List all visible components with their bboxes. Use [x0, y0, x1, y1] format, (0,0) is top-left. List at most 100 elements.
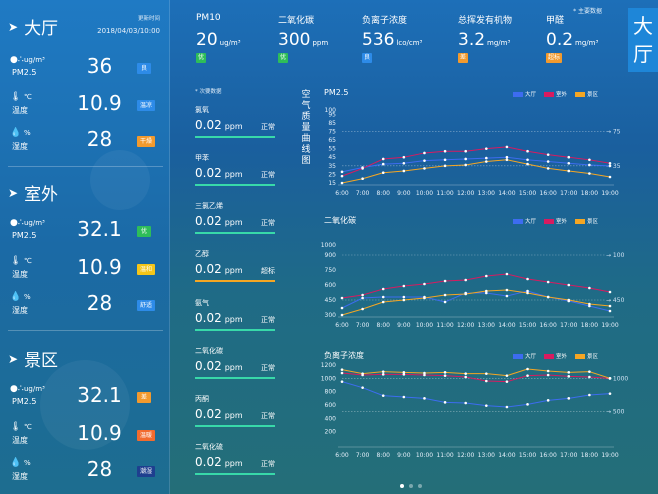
- data-point[interactable]: [402, 155, 406, 159]
- page-dot[interactable]: [418, 484, 422, 488]
- data-point[interactable]: [588, 286, 591, 290]
- data-point[interactable]: [443, 149, 447, 153]
- data-point[interactable]: [567, 155, 571, 159]
- data-point[interactable]: [567, 283, 571, 287]
- data-point[interactable]: [588, 172, 591, 175]
- data-point[interactable]: [608, 175, 612, 179]
- data-point[interactable]: [340, 181, 344, 185]
- data-point[interactable]: [381, 370, 385, 373]
- data-point[interactable]: [423, 167, 426, 170]
- data-point[interactable]: [443, 164, 447, 168]
- data-point[interactable]: [402, 371, 406, 374]
- data-point[interactable]: [546, 153, 550, 156]
- data-point[interactable]: [340, 174, 344, 178]
- data-point[interactable]: [381, 171, 385, 174]
- data-point[interactable]: [361, 307, 364, 311]
- data-point[interactable]: [381, 300, 385, 304]
- data-point[interactable]: [505, 294, 509, 298]
- data-point[interactable]: [485, 160, 488, 163]
- data-point[interactable]: [340, 368, 344, 371]
- data-point[interactable]: [567, 161, 571, 165]
- data-point[interactable]: [546, 167, 550, 170]
- data-point[interactable]: [361, 386, 364, 389]
- data-point[interactable]: [526, 374, 529, 377]
- data-point[interactable]: [402, 373, 406, 376]
- data-point[interactable]: [423, 371, 426, 375]
- data-point[interactable]: [526, 289, 529, 293]
- data-point[interactable]: [485, 372, 488, 375]
- data-point[interactable]: [505, 380, 509, 383]
- data-point[interactable]: [340, 296, 344, 300]
- data-point[interactable]: [608, 161, 612, 165]
- data-point[interactable]: [340, 313, 344, 317]
- data-point[interactable]: [423, 282, 426, 286]
- data-point[interactable]: [588, 370, 591, 373]
- data-point[interactable]: [526, 277, 529, 281]
- data-point[interactable]: [423, 296, 426, 300]
- data-point[interactable]: [505, 158, 509, 162]
- page-dot[interactable]: [409, 484, 413, 488]
- data-point[interactable]: [608, 309, 612, 313]
- data-point[interactable]: [505, 288, 509, 292]
- data-point[interactable]: [443, 401, 447, 404]
- data-point[interactable]: [485, 156, 488, 160]
- data-point[interactable]: [608, 304, 612, 308]
- data-point[interactable]: [608, 377, 612, 380]
- data-point[interactable]: [588, 158, 591, 162]
- data-point[interactable]: [505, 272, 509, 276]
- data-point[interactable]: [588, 304, 591, 308]
- data-point[interactable]: [361, 296, 364, 300]
- data-point[interactable]: [526, 291, 529, 295]
- data-point[interactable]: [485, 404, 488, 407]
- data-point[interactable]: [485, 289, 488, 293]
- data-point[interactable]: [485, 147, 488, 150]
- data-point[interactable]: [443, 371, 447, 374]
- data-point[interactable]: [546, 280, 550, 284]
- data-point[interactable]: [340, 371, 344, 375]
- data-point[interactable]: [485, 291, 488, 295]
- data-point[interactable]: [567, 375, 571, 378]
- data-point[interactable]: [546, 295, 550, 299]
- data-point[interactable]: [402, 284, 406, 288]
- data-point[interactable]: [464, 157, 467, 161]
- data-point[interactable]: [526, 367, 529, 371]
- data-point[interactable]: [423, 397, 426, 400]
- data-point[interactable]: [423, 373, 426, 377]
- data-point[interactable]: [588, 393, 591, 397]
- data-point[interactable]: [546, 369, 550, 373]
- data-point[interactable]: [505, 155, 509, 159]
- data-point[interactable]: [423, 159, 426, 162]
- data-point[interactable]: [526, 149, 529, 153]
- data-point[interactable]: [505, 405, 509, 409]
- data-point[interactable]: [546, 160, 550, 163]
- data-point[interactable]: [423, 151, 426, 155]
- data-point[interactable]: [381, 394, 385, 397]
- data-point[interactable]: [381, 295, 385, 299]
- page-dot[interactable]: [400, 484, 404, 488]
- data-point[interactable]: [443, 279, 447, 283]
- data-point[interactable]: [608, 164, 612, 168]
- data-point[interactable]: [402, 395, 406, 399]
- data-point[interactable]: [443, 158, 447, 162]
- data-point[interactable]: [361, 293, 364, 297]
- data-point[interactable]: [608, 290, 612, 294]
- data-point[interactable]: [402, 161, 406, 165]
- data-point[interactable]: [340, 170, 344, 174]
- data-point[interactable]: [402, 298, 406, 302]
- data-point[interactable]: [588, 375, 591, 379]
- data-point[interactable]: [464, 292, 467, 296]
- data-point[interactable]: [443, 300, 447, 304]
- data-point[interactable]: [361, 372, 364, 375]
- data-point[interactable]: [402, 169, 406, 173]
- data-point[interactable]: [567, 169, 571, 173]
- data-point[interactable]: [443, 374, 447, 377]
- data-point[interactable]: [340, 380, 344, 383]
- data-point[interactable]: [464, 149, 467, 153]
- data-point[interactable]: [526, 403, 529, 406]
- data-point[interactable]: [485, 379, 488, 383]
- data-point[interactable]: [588, 302, 591, 306]
- data-point[interactable]: [546, 373, 550, 377]
- data-point[interactable]: [526, 162, 529, 166]
- data-point[interactable]: [381, 162, 385, 166]
- data-point[interactable]: [464, 278, 467, 282]
